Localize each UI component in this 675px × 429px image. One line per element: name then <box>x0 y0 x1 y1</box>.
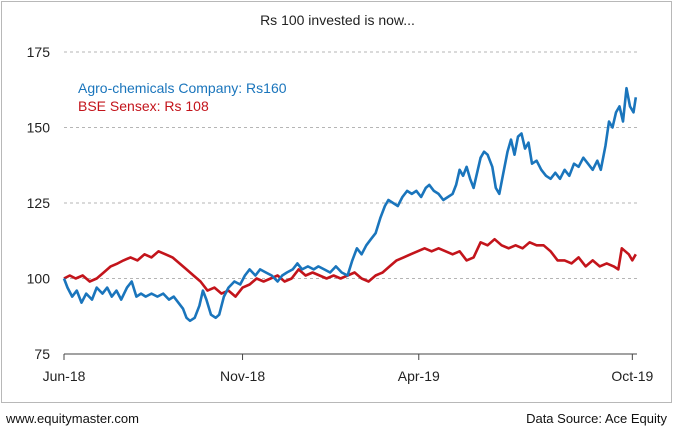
series-lines <box>62 86 638 323</box>
legend: Agro-chemicals Company: Rs160 BSE Sensex:… <box>78 80 287 114</box>
x-tick-label: Apr-19 <box>398 368 440 384</box>
legend-entry: Agro-chemicals Company: Rs160 <box>78 80 287 96</box>
x-axis: Jun-18 Nov-18 Apr-19 Oct-19 <box>43 353 654 384</box>
x-tick-label: Nov-18 <box>220 368 265 384</box>
x-tick-label: Oct-19 <box>611 368 653 384</box>
chart-border <box>1 1 672 403</box>
y-tick-label: 100 <box>27 271 51 287</box>
y-tick-label: 150 <box>27 120 51 136</box>
legend-entry: BSE Sensex: Rs 108 <box>78 98 209 114</box>
y-tick-label: 75 <box>34 346 50 362</box>
x-tick-label: Jun-18 <box>43 368 86 384</box>
footer-source-label: Data Source: Ace Equity <box>526 411 667 426</box>
y-tick-label: 125 <box>27 195 51 211</box>
chart-title: Rs 100 invested is now... <box>260 12 415 28</box>
series-line <box>62 86 638 323</box>
series-line <box>63 237 637 298</box>
footer-site-label: www.equitymaster.com <box>6 411 139 426</box>
y-tick-label: 175 <box>27 44 51 60</box>
y-tick-labels: 75 100 125 150 175 <box>27 44 51 362</box>
